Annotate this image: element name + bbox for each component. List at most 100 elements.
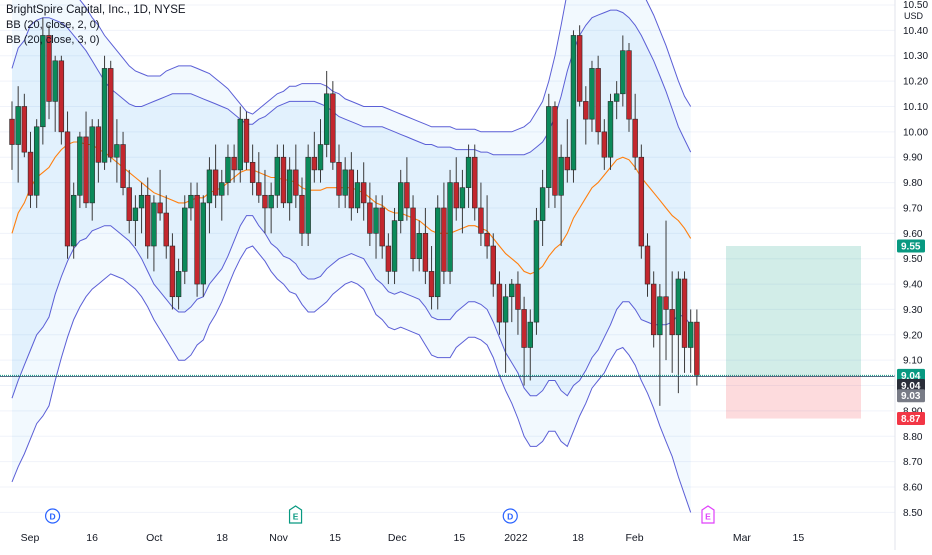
candle[interactable] [293, 144, 299, 208]
candle[interactable] [657, 284, 663, 406]
candle[interactable] [410, 195, 416, 272]
candle[interactable] [52, 55, 58, 132]
candle[interactable] [317, 119, 324, 183]
candle[interactable] [225, 144, 231, 196]
candle[interactable] [342, 157, 348, 208]
candle[interactable] [280, 144, 287, 208]
candle[interactable] [108, 60, 114, 163]
indicator-bb-2[interactable]: BB (20, close, 3, 0) [6, 34, 100, 46]
indicator-bb-1[interactable]: BB (20, close, 2, 0) [6, 19, 100, 31]
candle[interactable] [404, 157, 410, 221]
candle[interactable] [675, 271, 682, 394]
candle[interactable] [64, 111, 71, 259]
candle[interactable] [681, 271, 688, 373]
candle[interactable] [200, 195, 206, 297]
candle[interactable] [114, 119, 120, 183]
candle[interactable] [151, 195, 157, 272]
candle[interactable] [219, 169, 225, 221]
candle[interactable] [465, 144, 472, 208]
candle[interactable] [367, 182, 373, 247]
candle[interactable] [472, 144, 478, 221]
candle[interactable] [89, 119, 95, 221]
candle[interactable] [311, 131, 318, 183]
candle[interactable] [441, 182, 447, 285]
candle[interactable] [256, 152, 262, 203]
earnings-marker-icon[interactable]: E [288, 505, 303, 524]
candle[interactable] [348, 152, 355, 221]
candle[interactable] [299, 177, 305, 247]
candle[interactable] [533, 207, 540, 335]
candle[interactable] [558, 144, 564, 247]
candle[interactable] [398, 169, 404, 234]
candle[interactable] [157, 169, 163, 221]
earnings-marker-icon[interactable]: E [701, 505, 715, 524]
candle[interactable] [595, 55, 601, 145]
candle[interactable] [509, 278, 515, 323]
candle[interactable] [385, 233, 392, 285]
candle[interactable] [496, 271, 503, 335]
candle[interactable] [644, 233, 651, 297]
candle[interactable] [478, 182, 484, 247]
candle[interactable] [447, 169, 453, 285]
candle[interactable] [379, 195, 385, 259]
candle[interactable] [459, 169, 466, 234]
candle[interactable] [527, 309, 533, 381]
candle[interactable] [77, 131, 83, 208]
candle[interactable] [305, 144, 311, 247]
candle[interactable] [626, 43, 632, 132]
candle[interactable] [583, 86, 589, 145]
candle[interactable] [601, 119, 608, 170]
symbol-title[interactable]: BrightSpire Capital, Inc., 1D, NYSE [6, 4, 186, 16]
candle[interactable] [515, 271, 521, 335]
candle[interactable] [101, 55, 108, 170]
candle[interactable] [231, 144, 237, 183]
candle[interactable] [552, 101, 558, 208]
candle[interactable] [546, 93, 552, 208]
candle[interactable] [33, 119, 40, 208]
candle[interactable] [268, 182, 274, 234]
candle[interactable] [40, 17, 46, 145]
candle[interactable] [360, 162, 367, 221]
candle[interactable] [564, 119, 571, 183]
candle[interactable] [650, 271, 657, 348]
candle[interactable] [194, 182, 200, 297]
candle[interactable] [391, 207, 398, 285]
candle[interactable] [120, 131, 126, 196]
candle[interactable] [323, 70, 330, 158]
candle[interactable] [484, 195, 490, 259]
candle[interactable] [694, 309, 700, 386]
dividend-marker-icon[interactable]: D [44, 508, 61, 524]
candle[interactable] [145, 177, 151, 259]
candle[interactable] [206, 157, 213, 234]
candle[interactable] [27, 131, 34, 208]
candle[interactable] [274, 144, 281, 208]
candle[interactable] [428, 246, 435, 310]
candle[interactable] [453, 157, 459, 221]
candle[interactable] [354, 169, 361, 214]
candle[interactable] [539, 169, 546, 247]
candle[interactable] [502, 284, 509, 373]
price-axis-bg[interactable] [895, 0, 932, 550]
candle[interactable] [212, 144, 219, 208]
candle[interactable] [435, 195, 441, 310]
candle[interactable] [182, 195, 188, 285]
candle[interactable] [243, 111, 250, 170]
candle[interactable] [632, 93, 638, 170]
candle[interactable] [95, 119, 102, 183]
position-profit-zone[interactable] [726, 246, 861, 376]
candle[interactable] [620, 35, 626, 107]
candle[interactable] [330, 81, 336, 170]
time-axis-bg[interactable] [0, 525, 932, 550]
candle[interactable] [71, 182, 77, 259]
candle[interactable] [132, 195, 139, 247]
candle[interactable] [422, 207, 429, 285]
candle[interactable] [663, 220, 669, 361]
candle[interactable] [286, 157, 293, 221]
candle[interactable] [169, 233, 176, 310]
candle[interactable] [490, 233, 496, 297]
candle[interactable] [607, 93, 614, 170]
candle[interactable] [9, 101, 15, 170]
candle[interactable] [336, 144, 342, 208]
candle[interactable] [687, 309, 694, 373]
